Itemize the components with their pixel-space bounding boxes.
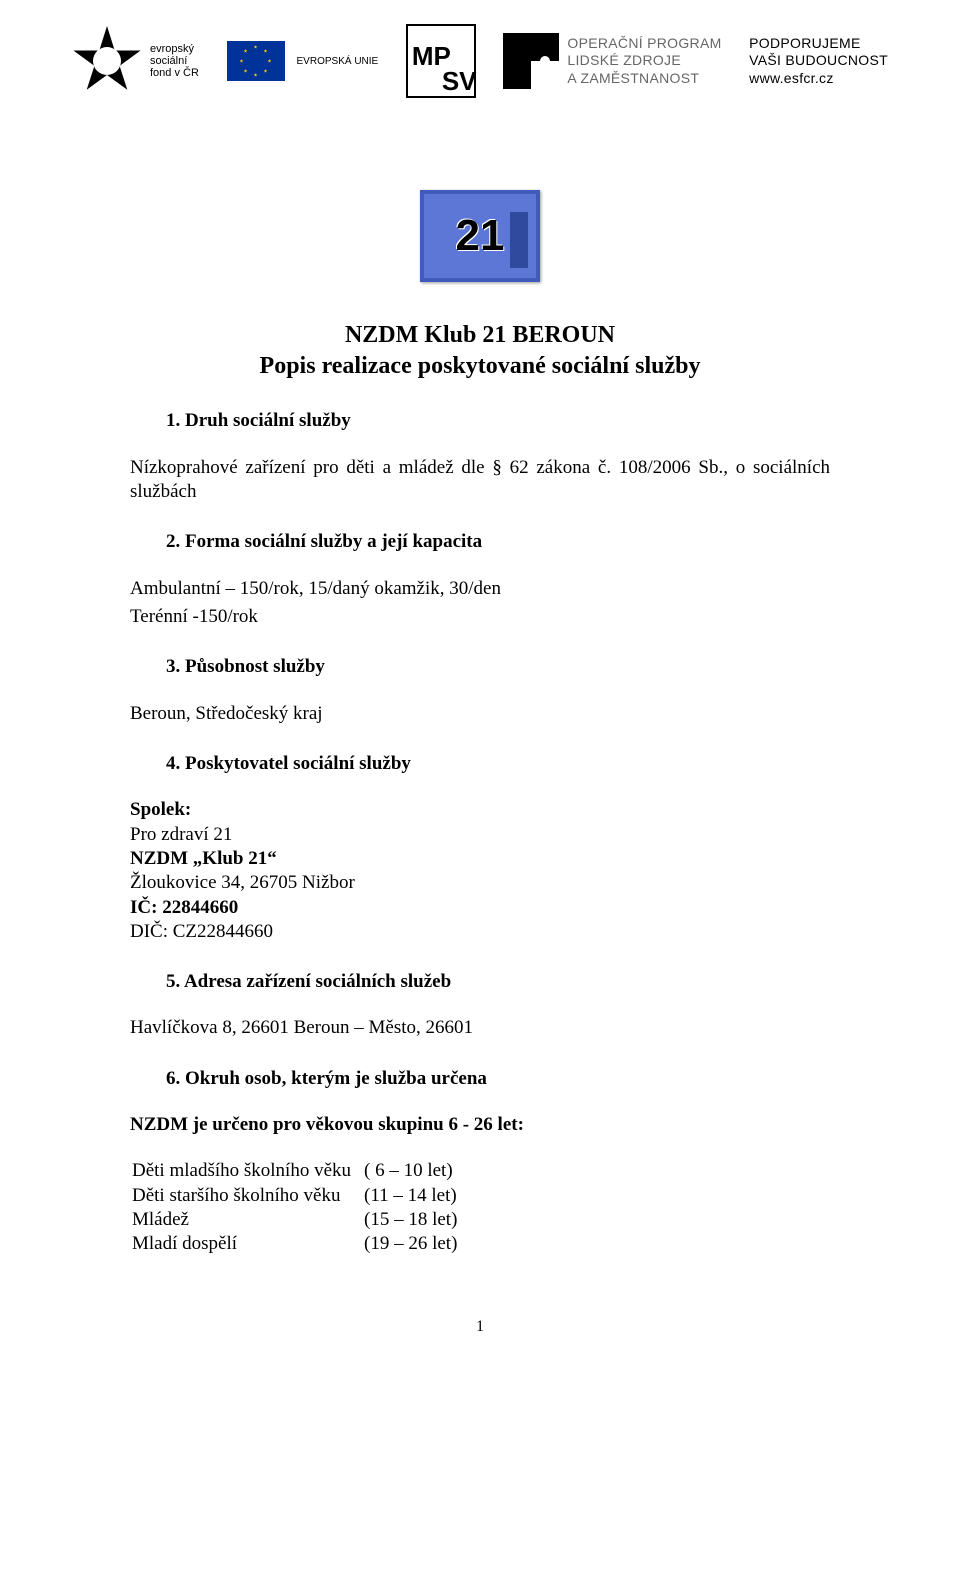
age-label: Děti mladšího školního věku (130, 1159, 362, 1183)
section-5-text: Havlíčkova 8, 26601 Beroun – Město, 2660… (130, 1016, 830, 1040)
esf-logo: evropský sociální fond v ČR (72, 26, 199, 96)
club-21-number: 21 (456, 211, 505, 261)
table-row: Mládež (15 – 18 let) (130, 1208, 459, 1232)
age-groups-table: Děti mladšího školního věku ( 6 – 10 let… (130, 1159, 459, 1256)
esf-star-icon (72, 26, 142, 96)
age-label: Mladí dospělí (130, 1232, 362, 1256)
section-6-heading: 6. Okruh osob, kterým je služba určena (130, 1067, 830, 1091)
age-range: (11 – 14 let) (362, 1184, 459, 1208)
section-1-heading: 1. Druh sociální služby (130, 409, 830, 433)
document-title: NZDM Klub 21 BEROUN Popis realizace posk… (130, 320, 830, 381)
esf-caption: evropský sociální fond v ČR (150, 43, 199, 79)
age-range: ( 6 – 10 let) (362, 1159, 459, 1183)
title-line-2: Popis realizace poskytované sociální slu… (130, 351, 830, 382)
support-line: PODPORUJEME (749, 35, 888, 53)
support-line: VAŠI BUDOUCNOST (749, 52, 888, 70)
section-2-line: Terénní -150/rok (130, 605, 830, 629)
document-body: NZDM Klub 21 BEROUN Popis realizace posk… (0, 282, 960, 1377)
sponsor-header: evropský sociální fond v ČR EVROPSKÁ UNI… (0, 0, 960, 110)
provider-block: Spolek: Pro zdraví 21 NZDM „Klub 21“ Žlo… (130, 798, 830, 944)
esf-line: sociální (150, 55, 199, 67)
section-2-line: Ambulantní – 150/rok, 15/daný okamžik, 3… (130, 577, 830, 601)
provider-line: IČ: 22844660 (130, 897, 238, 918)
title-line-1: NZDM Klub 21 BEROUN (130, 320, 830, 351)
op-line: LIDSKÉ ZDROJE (567, 52, 721, 70)
op-logo-block: OPERAČNÍ PROGRAM LIDSKÉ ZDROJE A ZAMĚSTN… (503, 33, 721, 89)
provider-line: Žloukovice 34, 26705 Nižbor (130, 871, 830, 895)
esf-line: fond v ČR (150, 67, 199, 79)
club-21-sidebar-icon (510, 212, 528, 268)
esf-line: evropský (150, 43, 199, 55)
op-line: A ZAMĚSTNANOST (567, 70, 721, 88)
support-line: www.esfcr.cz (749, 70, 888, 88)
age-label: Mládež (130, 1208, 362, 1232)
section-4-heading: 4. Poskytovatel sociální služby (130, 752, 830, 776)
table-row: Děti staršího školního věku (11 – 14 let… (130, 1184, 459, 1208)
eu-label: EVROPSKÁ UNIE (297, 56, 379, 67)
section-5-heading: 5. Adresa zařízení sociálních služeb (130, 970, 830, 994)
puzzle-icon (503, 33, 559, 89)
eu-logo: EVROPSKÁ UNIE (227, 41, 379, 81)
provider-label: Spolek: (130, 799, 191, 820)
section-3-text: Beroun, Středočeský kraj (130, 702, 830, 726)
section-1-text: Nízkoprahové zařízení pro děti a mládež … (130, 456, 830, 505)
op-line: OPERAČNÍ PROGRAM (567, 35, 721, 53)
provider-line: DIČ: CZ22844660 (130, 920, 830, 944)
op-caption: OPERAČNÍ PROGRAM LIDSKÉ ZDROJE A ZAMĚSTN… (567, 35, 721, 88)
eu-flag-icon (227, 41, 285, 81)
age-range: (15 – 18 let) (362, 1208, 459, 1232)
section-3-heading: 3. Působnost služby (130, 655, 830, 679)
provider-line: NZDM „Klub 21“ (130, 848, 277, 869)
provider-line: Pro zdraví 21 (130, 823, 830, 847)
club-21-logo: 21 (420, 190, 540, 282)
mpsv-logo: MP SV (406, 24, 476, 98)
club-21-logo-wrapper: 21 (0, 190, 960, 282)
table-row: Děti mladšího školního věku ( 6 – 10 let… (130, 1159, 459, 1183)
section-6-intro: NZDM je určeno pro věkovou skupinu 6 - 2… (130, 1114, 524, 1135)
age-range: (19 – 26 let) (362, 1232, 459, 1256)
age-label: Děti staršího školního věku (130, 1184, 362, 1208)
section-2-heading: 2. Forma sociální služby a její kapacita (130, 530, 830, 554)
support-caption: PODPORUJEME VAŠI BUDOUCNOST www.esfcr.cz (749, 35, 888, 88)
page-number: 1 (130, 1317, 830, 1337)
table-row: Mladí dospělí (19 – 26 let) (130, 1232, 459, 1256)
